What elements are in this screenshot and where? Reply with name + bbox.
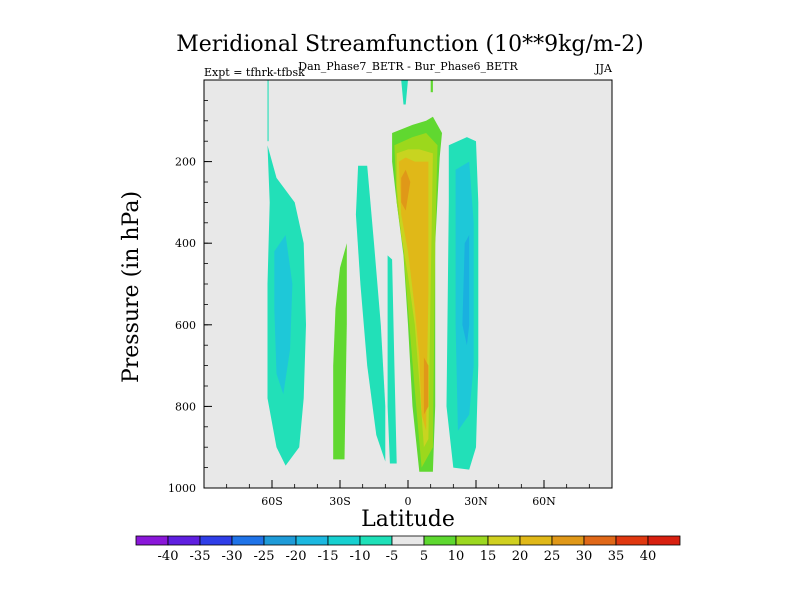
season-label: JJA xyxy=(594,62,613,75)
colorbar-label: -40 xyxy=(158,549,179,564)
x-tick-label: 30N xyxy=(464,495,488,508)
y-tick-label: 200 xyxy=(175,156,196,169)
x-axis-ticks: 60S 30S 0 30N 60N xyxy=(203,480,613,508)
x-tick-label: 0 xyxy=(405,495,412,508)
contour-sh-subtropic-negative xyxy=(355,165,386,462)
y-tick-label: 400 xyxy=(175,237,196,250)
y-tick-label: 800 xyxy=(175,400,196,413)
contour-top-positive-strip xyxy=(430,80,433,93)
colorbar-label: 15 xyxy=(480,549,497,564)
colorbar-swatch xyxy=(327,535,361,546)
contour-sh-top-strip xyxy=(267,80,269,142)
colorbar-swatch xyxy=(231,535,265,546)
colorbar-label: 35 xyxy=(608,549,625,564)
chart-title: Meridional Streamfunction (10**9kg/m-2) xyxy=(176,32,644,57)
chart-subtitle: Dan_Phase7_BETR - Bur_Phase6_BETR xyxy=(298,60,518,73)
y-axis-label: Pressure (in hPa) xyxy=(119,191,144,383)
contour-top-negative-strip xyxy=(401,80,408,105)
colorbar-swatch xyxy=(295,535,329,546)
colorbar-swatch xyxy=(359,535,393,546)
colorbar-swatch xyxy=(647,535,681,546)
colorbar-swatch xyxy=(423,535,457,546)
colorbar-label: 30 xyxy=(576,549,593,564)
colorbar-label: -5 xyxy=(386,549,399,564)
colorbar-swatch xyxy=(455,535,489,546)
colorbar-label: -10 xyxy=(350,549,371,564)
x-tick-label: 60N xyxy=(532,495,556,508)
contour-fields xyxy=(267,80,479,472)
experiment-note: Expt = tfhrk-tfbsk xyxy=(204,66,305,79)
colorbar-label: -35 xyxy=(190,549,211,564)
contour-near-equator-negative xyxy=(387,255,397,464)
colorbar-swatch xyxy=(551,535,585,546)
colorbar-swatch xyxy=(263,535,297,546)
x-tick-label: 30S xyxy=(329,495,351,508)
colorbar-swatch xyxy=(135,535,169,546)
colorbar-swatch xyxy=(199,535,233,546)
y-axis-ticks: 200 400 600 800 1000 xyxy=(168,79,212,495)
contour-sh-subtropic-positive xyxy=(333,243,347,460)
x-axis-label: Latitude xyxy=(361,507,455,532)
x-tick-label: 60S xyxy=(261,495,283,508)
contour-equator-positive-25b xyxy=(423,357,429,415)
colorbar-label: 5 xyxy=(420,549,428,564)
colorbar-swatch xyxy=(519,535,553,546)
colorbar-swatch xyxy=(487,535,521,546)
y-tick-label: 600 xyxy=(175,319,196,332)
contour-sh-cell-negative-core xyxy=(274,235,293,395)
colorbar-label: -15 xyxy=(318,549,339,564)
colorbar: -40 -35 -30 -25 -20 -15 -10 -5 5 10 15 20 25 30 35 40 xyxy=(135,535,681,564)
colorbar-label: 20 xyxy=(512,549,529,564)
colorbar-label: 40 xyxy=(640,549,657,564)
contour-nh-cell-negative-15 xyxy=(462,235,470,346)
colorbar-label: -30 xyxy=(222,549,243,564)
colorbar-swatch xyxy=(391,535,425,546)
colorbar-swatch xyxy=(615,535,649,546)
colorbar-swatch xyxy=(167,535,201,546)
colorbar-swatch xyxy=(583,535,617,546)
colorbar-label: 10 xyxy=(448,549,465,564)
colorbar-label: -20 xyxy=(286,549,307,564)
y-tick-label: 1000 xyxy=(168,482,196,495)
contour-equator-positive-25 xyxy=(401,169,411,211)
colorbar-label: -25 xyxy=(254,549,275,564)
colorbar-label: 25 xyxy=(544,549,561,564)
contour-equator-positive-20 xyxy=(398,157,429,431)
